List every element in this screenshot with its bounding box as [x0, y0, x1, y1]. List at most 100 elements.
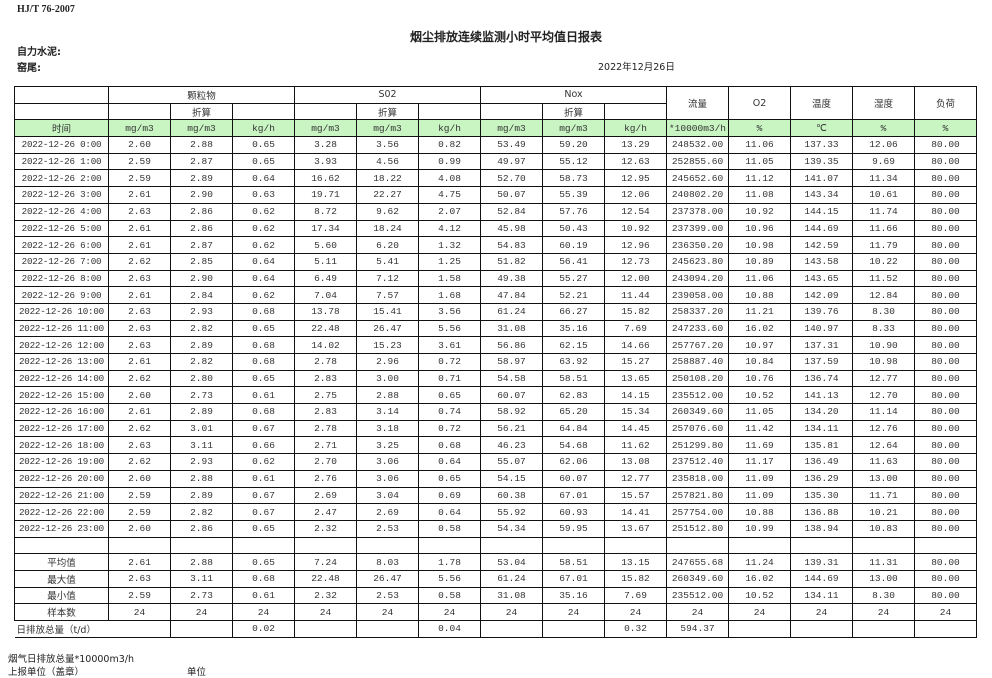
value-cell: 7.57 — [356, 286, 419, 304]
summary-value: 235512.00 — [666, 586, 729, 605]
value-cell: 3.14 — [356, 403, 419, 421]
table-row: 2022-12-26 23:00 2.60 2.86 0.65 2.32 2.53 0.58… — [14, 519, 977, 538]
daily-total-value: 0.04 — [418, 620, 481, 638]
value-cell: 10.21 — [852, 503, 915, 521]
value-cell: 134.20 — [790, 403, 853, 421]
column-header: 湿度 — [852, 85, 915, 121]
value-cell: 240802.20 — [666, 186, 729, 204]
value-cell: 15.82 — [604, 302, 667, 321]
value-cell: 0.68 — [232, 353, 295, 371]
value-cell: 248532.00 — [666, 136, 729, 154]
value-cell: 10.92 — [728, 202, 791, 221]
value-cell: 2.61 — [108, 403, 171, 421]
value-cell: 136.88 — [790, 503, 853, 521]
converted-header: 折算 — [170, 102, 233, 121]
value-cell: 139.76 — [790, 302, 853, 321]
value-cell: 2.63 — [108, 202, 171, 221]
value-cell: 11.05 — [728, 152, 791, 171]
value-cell: 80.00 — [914, 519, 977, 538]
value-cell: 11.69 — [728, 436, 791, 455]
time-cell: 2022-12-26 6:00 — [14, 236, 109, 254]
value-cell: 4.12 — [418, 219, 481, 238]
time-cell: 2022-12-26 18:00 — [14, 436, 109, 455]
value-cell: 80.00 — [914, 486, 977, 505]
table-row: 2022-12-26 19:00 2.62 2.93 0.62 2.70 3.06 0.64… — [14, 453, 977, 471]
value-cell: 2.32 — [294, 519, 357, 538]
value-cell: 55.39 — [542, 186, 605, 204]
value-cell: 2.96 — [356, 353, 419, 371]
summary-value: 11.24 — [728, 553, 791, 571]
column-header: 流量 — [666, 85, 729, 121]
value-cell: 55.07 — [480, 453, 543, 471]
value-cell: 31.08 — [480, 319, 543, 338]
value-cell: 0.64 — [418, 453, 481, 471]
summary-label: 最大值 — [14, 569, 109, 588]
value-cell: 0.69 — [418, 486, 481, 505]
value-cell: 60.93 — [542, 503, 605, 521]
value-cell: 0.64 — [232, 269, 295, 288]
summary-value: 1.78 — [418, 553, 481, 571]
value-cell: 2.63 — [108, 336, 171, 354]
daily-total-value: 0.32 — [604, 620, 667, 638]
value-cell: 15.23 — [356, 336, 419, 354]
value-cell: 0.68 — [232, 336, 295, 354]
value-cell: 11.42 — [728, 419, 791, 438]
value-cell: 0.65 — [418, 469, 481, 488]
value-cell: 3.61 — [418, 336, 481, 354]
value-cell: 2.88 — [356, 386, 419, 405]
value-cell: 257767.20 — [666, 336, 729, 354]
value-cell: 4.08 — [418, 169, 481, 188]
standard-code: HJ/T 76-2007 — [17, 4, 75, 15]
empty-cell — [542, 620, 605, 638]
value-cell: 5.56 — [418, 319, 481, 338]
value-cell: 58.92 — [480, 403, 543, 421]
empty-cell — [728, 620, 791, 638]
time-cell: 2022-12-26 3:00 — [14, 186, 109, 204]
header-empty-cell — [418, 102, 481, 121]
value-cell: 7.12 — [356, 269, 419, 288]
report-title: 烟尘排放连续监测小时平均值日报表 — [409, 30, 602, 44]
value-cell: 2.53 — [356, 519, 419, 538]
empty-cell — [356, 620, 419, 638]
value-cell: 0.68 — [232, 302, 295, 321]
summary-value: 2.53 — [356, 586, 419, 605]
header-empty-cell — [604, 102, 667, 121]
value-cell: 12.77 — [852, 369, 915, 388]
kiln-label: 窑尾: — [17, 63, 41, 74]
value-cell: 3.11 — [170, 436, 233, 455]
value-cell: 11.14 — [852, 403, 915, 421]
unit-header: mg/m3 — [108, 119, 171, 138]
value-cell: 0.61 — [232, 386, 295, 405]
value-cell: 0.99 — [418, 152, 481, 171]
value-cell: 11.06 — [728, 269, 791, 288]
value-cell: 0.66 — [232, 436, 295, 455]
value-cell: 12.95 — [604, 169, 667, 188]
value-cell: 11.09 — [728, 469, 791, 488]
value-cell: 260349.60 — [666, 403, 729, 421]
empty-cell — [418, 536, 481, 555]
value-cell: 80.00 — [914, 453, 977, 471]
value-cell: 14.41 — [604, 503, 667, 521]
value-cell: 245623.80 — [666, 252, 729, 271]
value-cell: 250108.20 — [666, 369, 729, 388]
header-empty-cell — [294, 102, 357, 121]
table-row: 2022-12-26 16:00 2.61 2.89 0.68 2.83 3.14 0.74… — [14, 403, 977, 421]
empty-cell — [170, 620, 233, 638]
value-cell: 13.08 — [604, 453, 667, 471]
value-cell: 252855.60 — [666, 152, 729, 171]
empty-cell — [604, 536, 667, 555]
value-cell: 143.58 — [790, 252, 853, 271]
value-cell: 0.65 — [232, 136, 295, 154]
value-cell: 135.30 — [790, 486, 853, 505]
converted-header: 折算 — [542, 102, 605, 121]
value-cell: 2.83 — [294, 403, 357, 421]
value-cell: 15.27 — [604, 353, 667, 371]
value-cell: 2.83 — [294, 369, 357, 388]
value-cell: 64.84 — [542, 419, 605, 438]
value-cell: 11.52 — [852, 269, 915, 288]
table-row: 2022-12-26 10:00 2.63 2.93 0.68 13.78 15.41 3.… — [14, 302, 977, 321]
summary-value: 13.00 — [852, 569, 915, 588]
value-cell: 26.47 — [356, 319, 419, 338]
summary-value: 7.69 — [604, 586, 667, 605]
group-header: 颗粒物 — [108, 86, 295, 104]
